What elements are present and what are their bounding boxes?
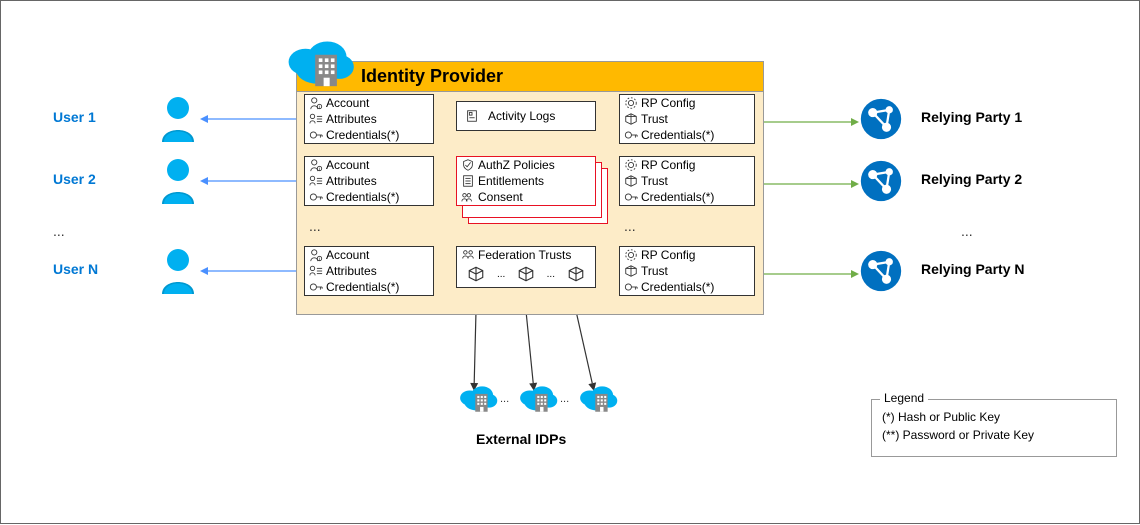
legend-title: Legend [880,391,928,405]
external-idp-icon [576,381,620,415]
relying-party-label-2: Relying Party N [921,261,1024,277]
user-ellipsis: ... [53,223,65,239]
activity-logs-box: Activity Logs [456,101,596,131]
rp-config-row-text: RP Config [641,248,695,262]
rp-config-row-text: Trust [641,264,668,278]
federation-label: Federation Trusts [478,248,571,262]
account-row-text: Attributes [326,174,377,188]
user-label-1: User 2 [53,171,96,187]
user-label-2: User N [53,261,98,277]
activity-logs-label: Activity Logs [482,109,555,123]
rp-config-box-0: RP Config Trust Credentials(*) [619,94,755,144]
relying-party-icon [859,249,903,293]
authz-box: AuthZ Policies Entitlements Consent [456,156,596,206]
legend-row: (**) Password or Private Key [872,426,1116,444]
rp-config-row-text: Credentials(*) [641,190,714,204]
user-icon [156,94,200,142]
legend-box: Legend (*) Hash or Public Key(**) Passwo… [871,399,1117,457]
rp-config-row-text: RP Config [641,158,695,172]
relying-party-label-1: Relying Party 2 [921,171,1022,187]
rp-config-box-1: RP Config Trust Credentials(*) [619,156,755,206]
account-row-text: Credentials(*) [326,280,399,294]
rp-config-row-text: RP Config [641,96,695,110]
external-idp-icon [516,381,560,415]
svg-text:i: i [319,166,320,171]
idp-title: Identity Provider [297,62,763,92]
account-row-text: Account [326,248,369,262]
rp-config-ellipsis: ... [624,218,636,234]
rp-config-row-text: Trust [641,174,668,188]
rp-config-row-text: Trust [641,112,668,126]
relying-party-icon [859,97,903,141]
user-icon [156,156,200,204]
external-idps-label: External IDPs [476,431,566,447]
account-box-0: i Account Attributes Credentials(*) [304,94,434,144]
account-row-text: Account [326,158,369,172]
rp-config-row-text: Credentials(*) [641,280,714,294]
authz-row-text: Entitlements [478,174,544,188]
authz-row-text: Consent [478,190,523,204]
ext-idp-ellipsis: ... [500,393,509,405]
account-row-text: Account [326,96,369,110]
account-row-text: Attributes [326,112,377,126]
user-icon [156,246,200,294]
user-label-0: User 1 [53,109,96,125]
federation-box: Federation Trusts ...... [456,246,596,288]
relying-party-ellipsis: ... [961,223,973,239]
account-ellipsis: ... [309,218,321,234]
rp-config-box-2: RP Config Trust Credentials(*) [619,246,755,296]
relying-party-icon [859,159,903,203]
external-idp-icon [456,381,500,415]
account-box-2: i Account Attributes Credentials(*) [304,246,434,296]
account-row-text: Credentials(*) [326,190,399,204]
legend-row: (*) Hash or Public Key [872,408,1116,426]
cloud-building-icon [281,33,359,91]
account-box-1: i Account Attributes Credentials(*) [304,156,434,206]
authz-row-text: AuthZ Policies [478,158,555,172]
relying-party-label-0: Relying Party 1 [921,109,1022,125]
account-row-text: Attributes [326,264,377,278]
svg-text:i: i [319,104,320,109]
account-row-text: Credentials(*) [326,128,399,142]
svg-text:i: i [319,256,320,261]
rp-config-row-text: Credentials(*) [641,128,714,142]
ext-idp-ellipsis: ... [560,393,569,405]
